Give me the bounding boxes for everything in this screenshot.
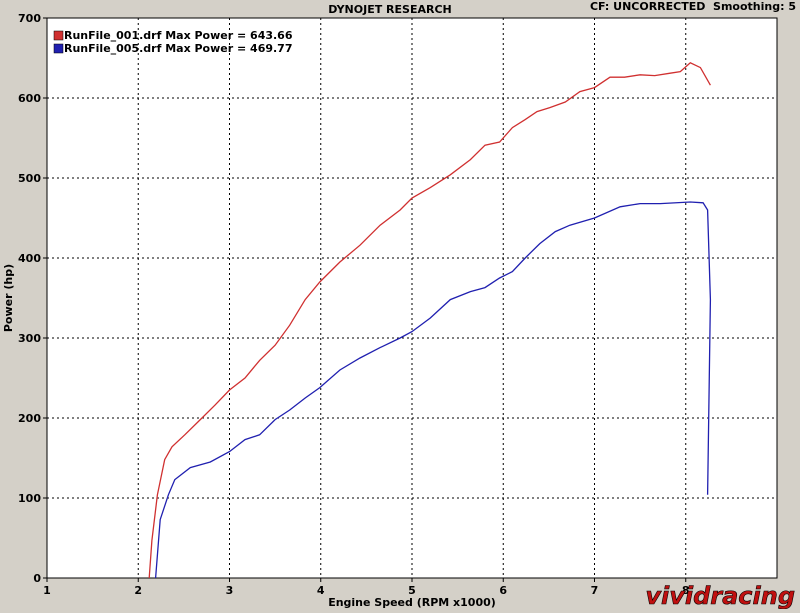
y-axis-label: Power (hp) [2,264,15,332]
y-tick-label: 600 [18,92,41,105]
chart-subtitle: CF: UNCORRECTED Smoothing: 5 [590,0,796,13]
y-tick-label: 400 [18,252,41,265]
x-tick-label: 7 [591,584,599,597]
legend-swatch [53,43,64,54]
legend-label: RunFile_005.drf Max Power = 469.77 [64,42,293,55]
x-axis-label: Engine Speed (RPM x1000) [328,596,496,609]
legend-swatch [53,30,64,41]
chart-title: DYNOJET RESEARCH [328,3,451,16]
series-line [148,62,711,579]
series-line [154,201,712,579]
y-tick-label: 100 [18,492,41,505]
y-tick-label: 200 [18,412,41,425]
legend-label: RunFile_001.drf Max Power = 643.66 [64,29,293,42]
y-tick-label: 500 [18,172,41,185]
watermark: vividracing [645,582,795,609]
y-tick-label: 700 [18,12,41,25]
x-tick-label: 6 [499,584,507,597]
x-tick-label: 1 [43,584,51,597]
y-tick-label: 300 [18,332,41,345]
x-tick-label: 3 [226,584,234,597]
y-tick-label: 0 [33,572,41,585]
x-tick-label: 2 [134,584,142,597]
x-tick-label: 5 [408,584,416,597]
x-tick-label: 4 [317,584,325,597]
x-tick-label: 8 [682,584,690,597]
